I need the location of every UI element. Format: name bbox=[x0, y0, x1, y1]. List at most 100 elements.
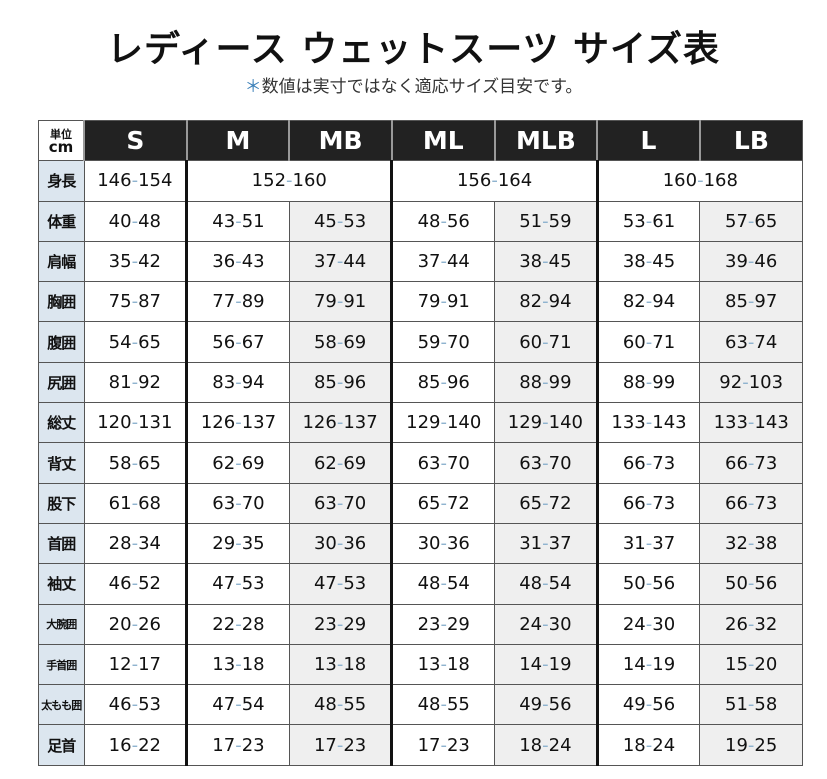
table-cell: 83-94 bbox=[185, 361, 290, 404]
range-min: 35 bbox=[108, 251, 132, 273]
range-max: 23 bbox=[241, 734, 265, 756]
range-min: 51 bbox=[519, 210, 543, 232]
range-max: 73 bbox=[754, 452, 778, 474]
range-max: 35 bbox=[241, 533, 265, 555]
range-min: 29 bbox=[212, 533, 236, 555]
row-label: 総丈 bbox=[38, 402, 85, 444]
range-max: 71 bbox=[652, 331, 676, 353]
range-min: 49 bbox=[519, 694, 543, 716]
range-min: 63 bbox=[519, 452, 543, 474]
range-dash: - bbox=[542, 533, 549, 555]
range-dash: - bbox=[235, 613, 242, 635]
range-dash: - bbox=[542, 492, 549, 514]
range-dash: - bbox=[542, 331, 549, 353]
range-max: 140 bbox=[446, 412, 482, 434]
table-cell: 16-22 bbox=[83, 724, 188, 766]
table-cell: 58-69 bbox=[288, 321, 393, 363]
range-dash: - bbox=[131, 654, 139, 675]
range-max: 89 bbox=[241, 291, 265, 313]
range-dash: - bbox=[131, 613, 139, 635]
table-cell: 49-56 bbox=[494, 684, 598, 726]
range-max: 18 bbox=[241, 654, 265, 675]
table-cell: 31-37 bbox=[595, 522, 701, 565]
range-max: 99 bbox=[652, 371, 676, 393]
range-max: 58 bbox=[754, 694, 778, 716]
table-cell: 48-55 bbox=[390, 684, 496, 726]
range-max: 53 bbox=[343, 573, 367, 595]
table-cell: 62-69 bbox=[288, 442, 393, 484]
table-cell: 47-54 bbox=[185, 684, 290, 726]
range-min: 79 bbox=[417, 291, 441, 313]
range-max: 19 bbox=[652, 654, 676, 675]
table-cell: 17-23 bbox=[390, 724, 496, 766]
range-max: 56 bbox=[652, 694, 676, 716]
range-max: 29 bbox=[343, 613, 367, 635]
table-cell: 62-69 bbox=[185, 442, 290, 484]
range-max: 55 bbox=[446, 694, 470, 716]
range-dash: - bbox=[131, 452, 139, 474]
range-dash: - bbox=[542, 251, 549, 273]
range-max: 70 bbox=[241, 492, 265, 514]
range-max: 65 bbox=[138, 452, 161, 474]
range-dash: - bbox=[645, 492, 653, 514]
range-max: 42 bbox=[138, 251, 161, 273]
range-max: 96 bbox=[343, 371, 367, 393]
range-min: 156 bbox=[456, 170, 492, 192]
range-dash: - bbox=[542, 734, 549, 756]
size-header-lb: LB bbox=[698, 119, 803, 162]
range-dash: - bbox=[645, 291, 653, 313]
range-dash: - bbox=[235, 492, 242, 514]
range-min: 37 bbox=[417, 251, 441, 273]
range-max: 154 bbox=[138, 170, 173, 192]
range-min: 40 bbox=[108, 210, 132, 232]
range-min: 36 bbox=[212, 251, 236, 273]
table-cell: 14-19 bbox=[595, 643, 701, 686]
range-max: 53 bbox=[241, 573, 265, 595]
range-dash: - bbox=[542, 573, 549, 595]
table-row: 大腕囲 20-26 22-28 23-29 23-29 24-30 24-30 26-32 bbox=[38, 603, 803, 645]
range-max: 65 bbox=[138, 331, 161, 353]
range-dash: - bbox=[131, 573, 139, 595]
range-max: 70 bbox=[446, 452, 470, 474]
range-min: 18 bbox=[622, 734, 646, 756]
table-cell: 12-17 bbox=[83, 643, 188, 686]
table-cell: 63-70 bbox=[185, 482, 290, 524]
range-dash: - bbox=[440, 331, 447, 353]
range-max: 87 bbox=[138, 291, 161, 313]
row-label: 胸囲 bbox=[38, 281, 85, 323]
row-label: 背丈 bbox=[38, 442, 85, 484]
table-cell: 48-55 bbox=[288, 684, 393, 726]
range-max: 26 bbox=[138, 613, 161, 635]
table-cell: 51-59 bbox=[494, 200, 598, 242]
range-max: 36 bbox=[446, 533, 470, 555]
table-cell: 88-99 bbox=[595, 361, 701, 404]
table-cell: 46-53 bbox=[83, 684, 188, 726]
range-dash: - bbox=[235, 573, 242, 595]
range-dash: - bbox=[336, 452, 344, 474]
range-min: 58 bbox=[313, 331, 337, 353]
range-max: 51 bbox=[241, 210, 265, 232]
table-cell: 24-30 bbox=[595, 603, 701, 645]
table-cell: 85-96 bbox=[390, 361, 496, 404]
range-dash: - bbox=[336, 694, 344, 716]
range-max: 70 bbox=[548, 452, 572, 474]
range-dash: - bbox=[440, 371, 447, 393]
range-max: 23 bbox=[343, 734, 367, 756]
table-cell: 19-25 bbox=[699, 724, 803, 766]
table-cell: 66-73 bbox=[699, 442, 803, 484]
range-min: 75 bbox=[108, 291, 132, 313]
range-max: 44 bbox=[343, 251, 367, 273]
row-label: 肩幅 bbox=[38, 240, 85, 283]
range-dash: - bbox=[235, 654, 242, 675]
table-cell: 48-54 bbox=[390, 563, 496, 605]
range-max: 30 bbox=[548, 613, 572, 635]
range-min: 51 bbox=[725, 694, 748, 716]
range-min: 129 bbox=[406, 412, 441, 434]
range-dash: - bbox=[747, 291, 755, 313]
range-max: 45 bbox=[548, 251, 572, 273]
table-cell: 50-56 bbox=[595, 563, 701, 605]
subtitle: ＊数値は実寸ではなく適応サイズ目安です。 bbox=[0, 72, 827, 97]
range-max: 160 bbox=[292, 170, 327, 192]
table-cell: 79-91 bbox=[288, 281, 393, 323]
range-min: 47 bbox=[212, 694, 236, 716]
